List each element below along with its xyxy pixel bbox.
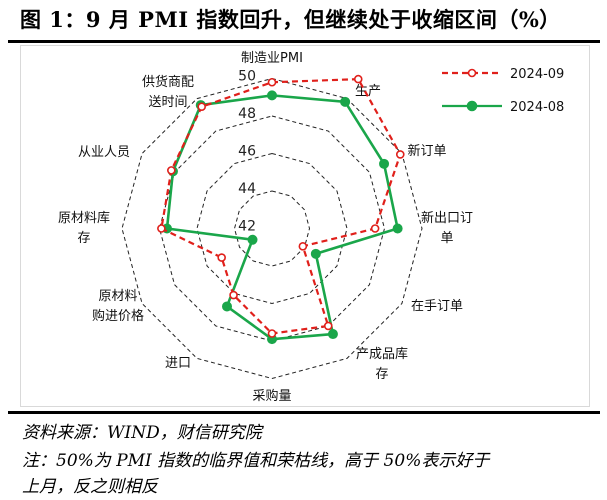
category-label: 新订单	[407, 143, 446, 159]
category-label: 供货商配送时间	[142, 74, 194, 110]
grid-ring	[196, 152, 348, 305]
category-label: 原材料购进价格	[92, 289, 144, 324]
data-point	[267, 77, 277, 87]
category-label: 在手订单	[411, 299, 463, 314]
data-point	[323, 321, 333, 331]
category-label: 采购量	[252, 388, 291, 404]
data-point	[327, 329, 338, 340]
legend-marker	[466, 100, 478, 112]
footer-rule	[8, 411, 600, 414]
grid-ring	[158, 115, 386, 342]
data-point	[379, 158, 390, 169]
data-point	[353, 74, 363, 84]
data-point	[197, 102, 206, 112]
category-label: 新出口订单	[421, 210, 473, 246]
data-point	[370, 224, 380, 233]
data-point	[340, 96, 351, 107]
data-point	[222, 301, 232, 312]
category-label: 产成品库存	[356, 346, 408, 382]
legend-marker	[467, 68, 477, 78]
legend-label: 2024-09	[510, 67, 564, 82]
data-point	[267, 329, 277, 338]
data-point	[157, 224, 166, 233]
legend-label: 2024-08	[510, 100, 564, 115]
grid-ring	[233, 190, 311, 267]
tick-label: 42	[238, 219, 256, 235]
data-point	[395, 150, 405, 159]
tick-label: 50	[238, 69, 256, 85]
category-label: 原材料库存	[58, 210, 110, 246]
chart-frame	[20, 45, 590, 407]
category-label: 从业人员	[78, 145, 130, 160]
data-point	[167, 166, 176, 175]
tick-label: 48	[238, 106, 256, 122]
source-note: 资料来源：WIND，财信研究院	[22, 423, 262, 443]
category-label: 生产	[355, 84, 381, 99]
data-point	[229, 290, 238, 300]
note-line-2: 上月，反之则相反	[22, 477, 158, 497]
figure-title: 图 1：9 月 PMI 指数回升，但继续处于收缩区间（%）	[20, 7, 561, 32]
data-point	[298, 242, 308, 251]
tick-label: 46	[238, 144, 256, 160]
series	[157, 74, 405, 345]
title-rule	[8, 40, 600, 43]
series-line-2024-08	[165, 94, 400, 341]
category-label: 进口	[165, 356, 191, 371]
tick-label: 44	[238, 181, 256, 197]
data-point	[247, 234, 258, 245]
data-point	[392, 223, 403, 234]
data-point	[217, 253, 226, 262]
note-line-1: 注：50%为 PMI 指数的临界值和荣枯线，高于 50%表示好于	[22, 451, 490, 471]
category-label: 制造业PMI	[241, 51, 303, 66]
series-line-2024-09	[160, 77, 402, 335]
data-point	[310, 248, 321, 259]
legend: 2024-09 2024-08	[442, 67, 564, 115]
tick-labels: 42 44 46 48 50	[238, 69, 256, 235]
data-point	[267, 90, 277, 101]
